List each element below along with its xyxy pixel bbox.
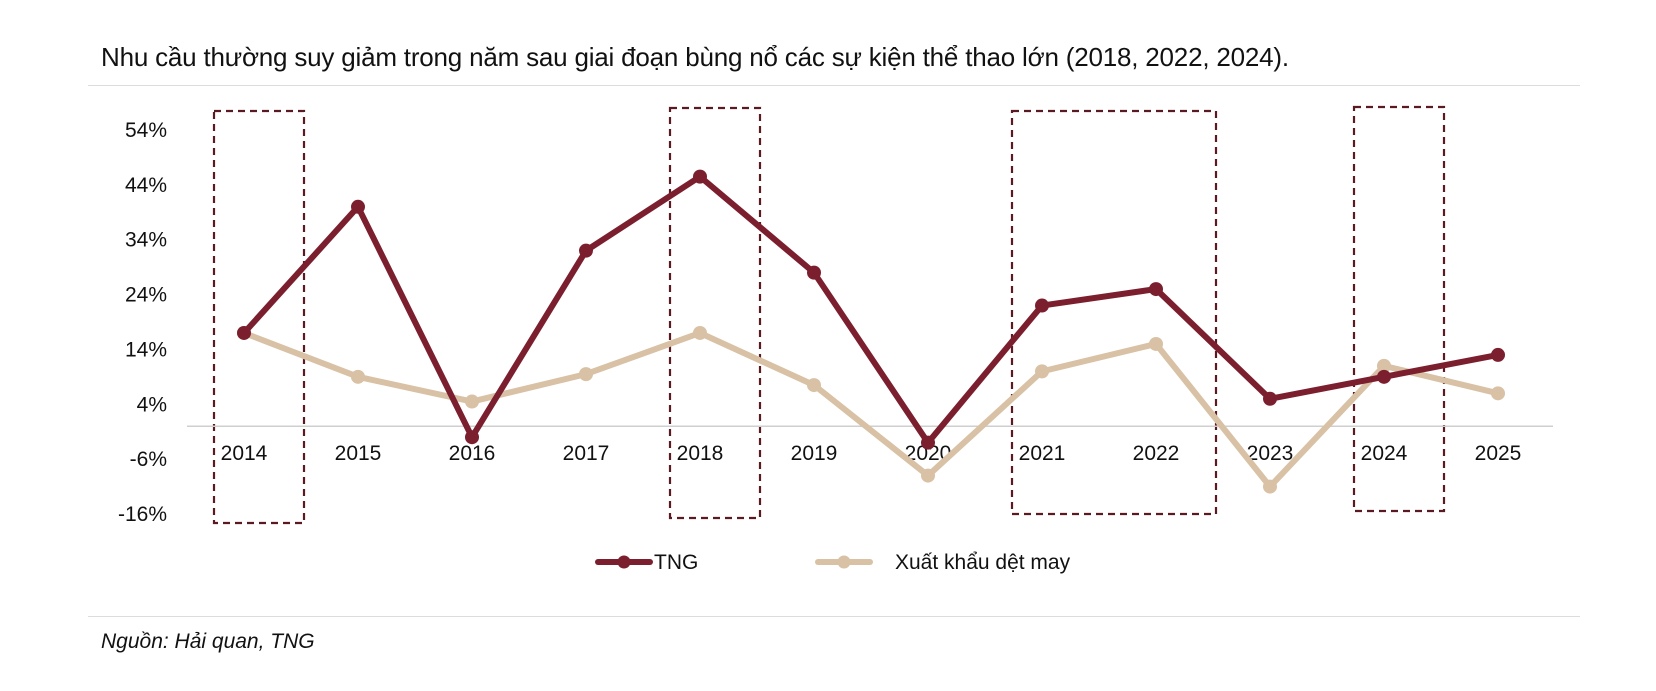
series-lines [237,169,1505,494]
data-point-tng-2016 [465,430,479,445]
x-tick-label: 2025 [1475,442,1522,465]
y-tick-label: 54% [125,119,167,142]
highlight-box-2024 [1352,105,1446,513]
data-point-tng-2018 [693,169,707,184]
data-point-tng-2022 [1149,282,1163,297]
highlight-box-2014 [212,109,306,525]
data-point-export-2020 [921,468,935,483]
y-tick-label: -6% [130,448,167,471]
data-point-export-2025 [1491,386,1505,401]
y-tick-label: 34% [125,229,167,252]
data-point-tng-2020 [921,435,935,450]
data-point-tng-2017 [579,243,593,258]
data-point-tng-2019 [807,265,821,280]
data-point-export-2023 [1263,479,1277,494]
highlight-box-2018 [668,106,762,520]
title-divider [88,85,1580,86]
data-point-export-2021 [1035,364,1049,379]
series-line-tng [241,173,1501,446]
highlight-boxes [212,105,1446,525]
x-tick-label: 2020 [905,442,952,465]
y-tick-label: 44% [125,174,167,197]
x-tick-label: 2016 [449,442,496,465]
data-point-export-2015 [351,369,365,384]
data-point-export-2017 [579,367,593,382]
data-point-tng-2014 [237,325,251,340]
x-tick-label: 2018 [677,442,724,465]
y-tick-label: 24% [125,284,167,307]
legend-marker-export [837,555,851,569]
x-tick-label: 2014 [221,442,268,465]
legend-marker-tng [617,555,631,569]
legend-label-export: Xuất khẩu dệt may [895,551,1071,574]
x-tick-label: 2015 [335,442,382,465]
data-point-tng-2015 [351,199,365,214]
data-point-tng-2023 [1263,391,1277,406]
x-tick-label: 2021 [1019,442,1066,465]
legend-label-tng: TNG [654,551,698,574]
x-tick-label: 2022 [1133,442,1180,465]
data-point-tng-2024 [1377,369,1391,384]
highlight-box-2021 [1010,109,1218,516]
x-tick-label: 2024 [1361,442,1408,465]
x-tick-label: 2017 [563,442,610,465]
data-point-export-2019 [807,378,821,393]
legend: TNG Xuất khẩu dệt may [595,551,1071,574]
axes: 54% 44% 34% 24% 14% 4% -6% -16% 2014 2015 2016 2017… [118,119,1553,526]
chart-title: Nhu cầu thường suy giảm trong năm sau gi… [101,42,1289,72]
x-tick-label: 2023 [1247,442,1294,465]
y-tick-label: 14% [125,338,167,361]
data-point-tng-2021 [1035,298,1049,313]
data-point-export-2016 [465,394,479,409]
data-point-tng-2025 [1491,347,1505,362]
y-tick-label: -16% [118,503,167,526]
y-tick-label: 4% [137,393,167,416]
source-divider [88,616,1580,617]
x-tick-label: 2019 [791,442,838,465]
data-point-export-2024 [1377,358,1391,373]
data-point-export-2018 [693,325,707,340]
source-note: Nguồn: Hải quan, TNG [101,630,315,653]
data-point-export-2022 [1149,336,1163,351]
